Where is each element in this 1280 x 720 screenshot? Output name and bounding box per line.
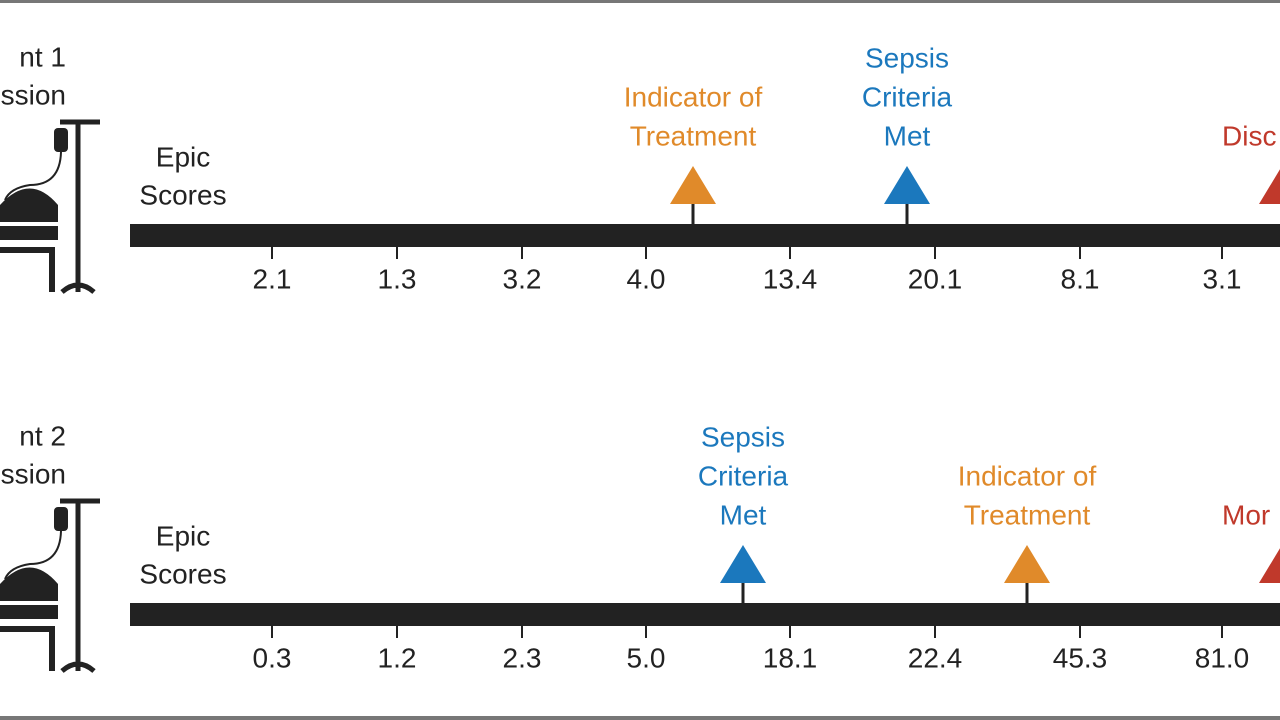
event-label: Criteria xyxy=(698,460,789,491)
top-border xyxy=(0,0,1280,3)
event-label: Sepsis xyxy=(701,421,785,452)
event-marker xyxy=(670,166,716,204)
iv-pole xyxy=(60,498,100,673)
timeline-bar xyxy=(130,603,1280,626)
bed xyxy=(0,567,58,619)
event-label: Met xyxy=(884,120,931,151)
score-label: Scores xyxy=(139,179,226,210)
event-label: Disc xyxy=(1222,120,1276,151)
score-value: 22.4 xyxy=(908,642,963,673)
patient-label: ssion xyxy=(1,79,66,110)
event-marker xyxy=(1259,169,1280,204)
score-value: 2.1 xyxy=(253,263,292,294)
score-value: 3.1 xyxy=(1203,263,1242,294)
iv-bag xyxy=(54,507,68,531)
event-label: Met xyxy=(720,499,767,530)
score-value: 18.1 xyxy=(763,642,818,673)
score-value: 4.0 xyxy=(627,263,666,294)
event-marker xyxy=(720,545,766,583)
score-value: 20.1 xyxy=(908,263,963,294)
timeline-bar xyxy=(130,224,1280,247)
iv-bag xyxy=(54,128,68,152)
iv-line xyxy=(4,151,62,201)
event-label: Indicator of xyxy=(624,81,763,112)
bottom-border xyxy=(0,716,1280,720)
patient-icon xyxy=(0,119,100,294)
score-value: 3.2 xyxy=(503,263,542,294)
event-label: Treatment xyxy=(630,120,757,151)
score-value: 13.4 xyxy=(763,263,818,294)
score-value: 81.0 xyxy=(1195,642,1250,673)
score-value: 5.0 xyxy=(627,642,666,673)
bed-frame xyxy=(0,626,55,671)
event-marker xyxy=(1259,548,1280,583)
patient-label: nt 2 xyxy=(19,420,66,451)
event-label: Sepsis xyxy=(865,42,949,73)
bed xyxy=(0,188,58,240)
score-value: 2.3 xyxy=(503,642,542,673)
bed-frame xyxy=(0,247,55,292)
event-label: Mor xyxy=(1222,499,1270,530)
score-value: 1.3 xyxy=(378,263,417,294)
score-value: 1.2 xyxy=(378,642,417,673)
score-value: 45.3 xyxy=(1053,642,1108,673)
event-marker xyxy=(1004,545,1050,583)
event-marker xyxy=(884,166,930,204)
patient-label: nt 1 xyxy=(19,41,66,72)
score-label: Epic xyxy=(156,141,210,172)
score-value: 8.1 xyxy=(1061,263,1100,294)
iv-line xyxy=(4,530,62,580)
patient-label: ssion xyxy=(1,458,66,489)
event-label: Criteria xyxy=(862,81,953,112)
event-label: Treatment xyxy=(964,499,1091,530)
score-value: 0.3 xyxy=(253,642,292,673)
event-label: Indicator of xyxy=(958,460,1097,491)
score-label: Epic xyxy=(156,520,210,551)
patient-icon xyxy=(0,498,100,673)
iv-pole xyxy=(60,119,100,294)
score-label: Scores xyxy=(139,558,226,589)
